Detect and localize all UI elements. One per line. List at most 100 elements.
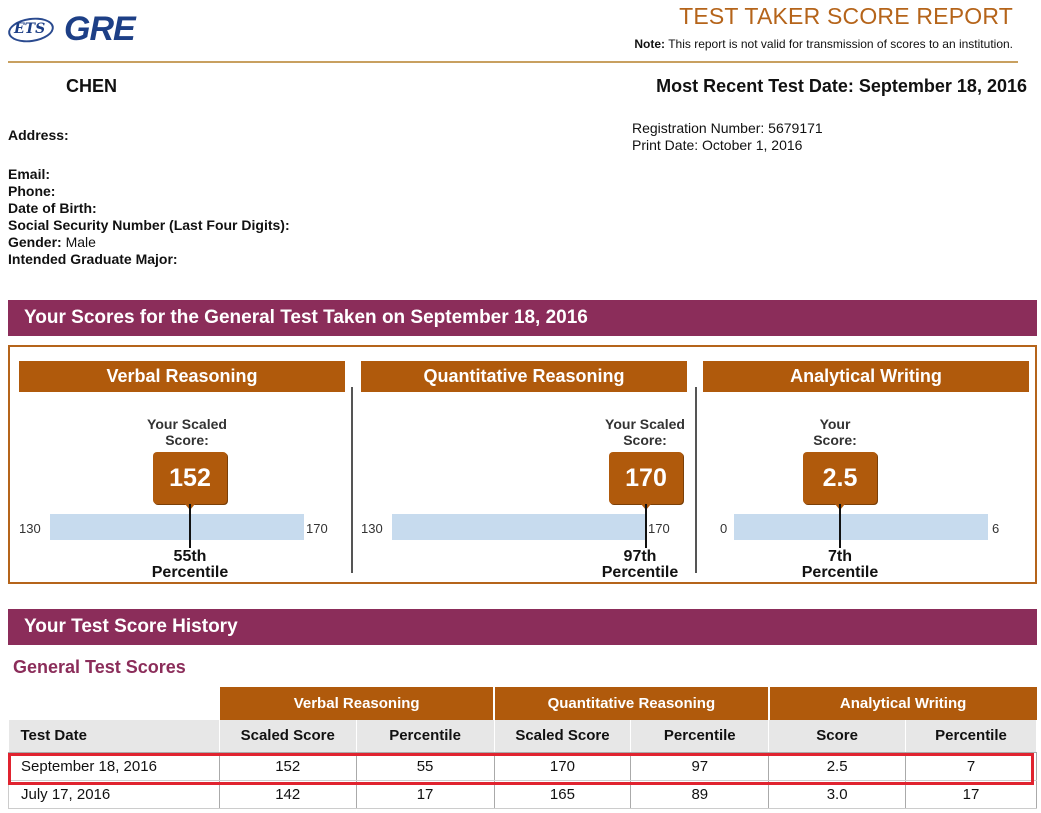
table-cell: 89 bbox=[630, 780, 770, 809]
verbal-score-label-line2: Score: bbox=[165, 432, 209, 448]
writing-score-bar bbox=[734, 514, 988, 540]
address-label: Address: bbox=[8, 127, 69, 143]
writing-score-label-line2: Score: bbox=[813, 432, 857, 448]
quant-score-label-line1: Your Scaled bbox=[605, 416, 685, 432]
quant-panel: Quantitative Reasoning Your Scaled Score… bbox=[361, 361, 687, 581]
registration-number: 5679171 bbox=[768, 120, 823, 136]
scores-frame: Verbal Reasoning Your Scaled Score: 152 … bbox=[8, 345, 1037, 584]
table-cell: 55 bbox=[356, 752, 495, 781]
writing-bar-max: 6 bbox=[992, 521, 1000, 536]
registration-info: Registration Number: 5679171 Print Date:… bbox=[632, 120, 823, 154]
test-taker-name: CHEN bbox=[66, 76, 118, 96]
quant-percentile-rank: 97th bbox=[623, 548, 657, 565]
group-verbal: Verbal Reasoning bbox=[218, 687, 494, 720]
verbal-bar-min: 130 bbox=[19, 521, 41, 536]
ets-logo-text: ETS bbox=[14, 21, 46, 37]
quant-bar-min: 130 bbox=[361, 521, 383, 536]
table-cell: 17 bbox=[905, 780, 1037, 809]
verbal-score-box: 152 bbox=[153, 452, 227, 510]
table-cell: September 18, 2016 bbox=[8, 752, 220, 781]
column-header: Percentile bbox=[905, 720, 1037, 753]
writing-percentile: 7th Percentile bbox=[780, 549, 900, 581]
print-date-label: Print Date: bbox=[632, 137, 699, 153]
panel-divider bbox=[351, 387, 353, 573]
quant-score-pointer bbox=[645, 504, 647, 548]
quant-score-box: 170 bbox=[609, 452, 683, 510]
verbal-score-bar bbox=[50, 514, 304, 540]
quant-score-label: Your Scaled Score: bbox=[595, 416, 695, 448]
table-group-header-row: Verbal Reasoning Quantitative Reasoning … bbox=[8, 687, 1037, 720]
writing-percentile-rank: 7th bbox=[828, 548, 852, 565]
table-group-blank bbox=[8, 687, 220, 720]
quant-percentile: 97th Percentile bbox=[580, 549, 700, 581]
verbal-percentile: 55th Percentile bbox=[130, 549, 250, 581]
print-date: October 1, 2016 bbox=[702, 137, 803, 153]
writing-panel: Analytical Writing Your Score: 2.5 0 6 7… bbox=[703, 361, 1029, 581]
table-cell: 3.0 bbox=[768, 780, 907, 809]
quant-score-bar bbox=[392, 514, 646, 540]
writing-score-label: Your Score: bbox=[785, 416, 885, 448]
column-header: Scaled Score bbox=[494, 720, 632, 753]
column-header: Score bbox=[768, 720, 907, 753]
note-text: This report is not valid for transmissio… bbox=[668, 37, 1013, 51]
verbal-percentile-rank: 55th bbox=[173, 548, 207, 565]
table-cell: 7 bbox=[905, 752, 1037, 781]
verbal-score-label-line1: Your Scaled bbox=[147, 416, 227, 432]
registration-label: Registration Number: bbox=[632, 120, 765, 136]
quant-score-label-line2: Score: bbox=[623, 432, 667, 448]
column-header: Percentile bbox=[630, 720, 770, 753]
table-cell: 170 bbox=[494, 752, 632, 781]
gender-label: Gender: bbox=[8, 234, 62, 250]
quant-bar-max: 170 bbox=[648, 521, 670, 536]
writing-bar-min: 0 bbox=[720, 521, 728, 536]
table-cell: 97 bbox=[630, 752, 770, 781]
gre-logo: ETS GRE bbox=[6, 8, 138, 48]
table-cell: 17 bbox=[356, 780, 495, 809]
group-quant: Quantitative Reasoning bbox=[493, 687, 769, 720]
writing-score-label-line1: Your bbox=[819, 416, 851, 432]
verbal-score-pointer bbox=[189, 504, 191, 548]
phone-label: Phone: bbox=[8, 183, 56, 199]
panel-divider bbox=[695, 387, 697, 573]
history-section-title: Your Test Score History bbox=[8, 609, 1037, 645]
verbal-percentile-word: Percentile bbox=[151, 564, 229, 581]
verbal-panel-title: Verbal Reasoning bbox=[19, 361, 345, 392]
writing-score-pointer bbox=[839, 504, 841, 548]
recent-test-date-value: September 18, 2016 bbox=[858, 76, 1027, 96]
table-column-header-row: Test Date Scaled Score Percentile Scaled… bbox=[8, 720, 1037, 753]
table-row: July 17, 2016 142 17 165 89 3.0 17 bbox=[8, 780, 1037, 809]
group-writing: Analytical Writing bbox=[767, 687, 1037, 720]
quant-percentile-word: Percentile bbox=[601, 564, 679, 581]
score-history-table: Verbal Reasoning Quantitative Reasoning … bbox=[8, 687, 1037, 809]
column-header: Test Date bbox=[8, 720, 220, 753]
report-note: Note: This report is not valid for trans… bbox=[634, 37, 1013, 51]
scores-section-title: Your Scores for the General Test Taken o… bbox=[8, 300, 1037, 336]
contact-info: Email: Phone: Date of Birth: Social Secu… bbox=[8, 166, 290, 268]
table-cell: 152 bbox=[219, 752, 357, 781]
table-row: September 18, 2016 152 55 170 97 2.5 7 bbox=[8, 752, 1037, 781]
gender-value: Male bbox=[65, 234, 96, 250]
table-cell: 165 bbox=[494, 780, 632, 809]
most-recent-test-date: Most Recent Test Date: September 18, 201… bbox=[656, 76, 1027, 97]
writing-percentile-word: Percentile bbox=[801, 564, 879, 581]
email-label: Email: bbox=[8, 166, 51, 182]
verbal-score-label: Your Scaled Score: bbox=[137, 416, 237, 448]
recent-test-date-label: Most Recent Test Date: bbox=[656, 76, 854, 96]
table-cell: 142 bbox=[219, 780, 357, 809]
column-header: Scaled Score bbox=[219, 720, 357, 753]
table-cell: July 17, 2016 bbox=[8, 780, 220, 809]
writing-score-box: 2.5 bbox=[803, 452, 877, 510]
ssn-label: Social Security Number (Last Four Digits… bbox=[8, 217, 290, 233]
major-label: Intended Graduate Major: bbox=[8, 251, 178, 267]
writing-panel-title: Analytical Writing bbox=[703, 361, 1029, 392]
quant-panel-title: Quantitative Reasoning bbox=[361, 361, 687, 392]
table-cell: 2.5 bbox=[768, 752, 907, 781]
column-header: Percentile bbox=[356, 720, 495, 753]
gre-logo-text: GRE bbox=[64, 10, 136, 48]
dob-label: Date of Birth: bbox=[8, 200, 97, 216]
verbal-bar-max: 170 bbox=[306, 521, 328, 536]
verbal-panel: Verbal Reasoning Your Scaled Score: 152 … bbox=[19, 361, 345, 581]
note-label: Note: bbox=[634, 37, 666, 51]
history-subtitle: General Test Scores bbox=[13, 657, 186, 677]
report-title: TEST TAKER SCORE REPORT bbox=[679, 3, 1013, 29]
